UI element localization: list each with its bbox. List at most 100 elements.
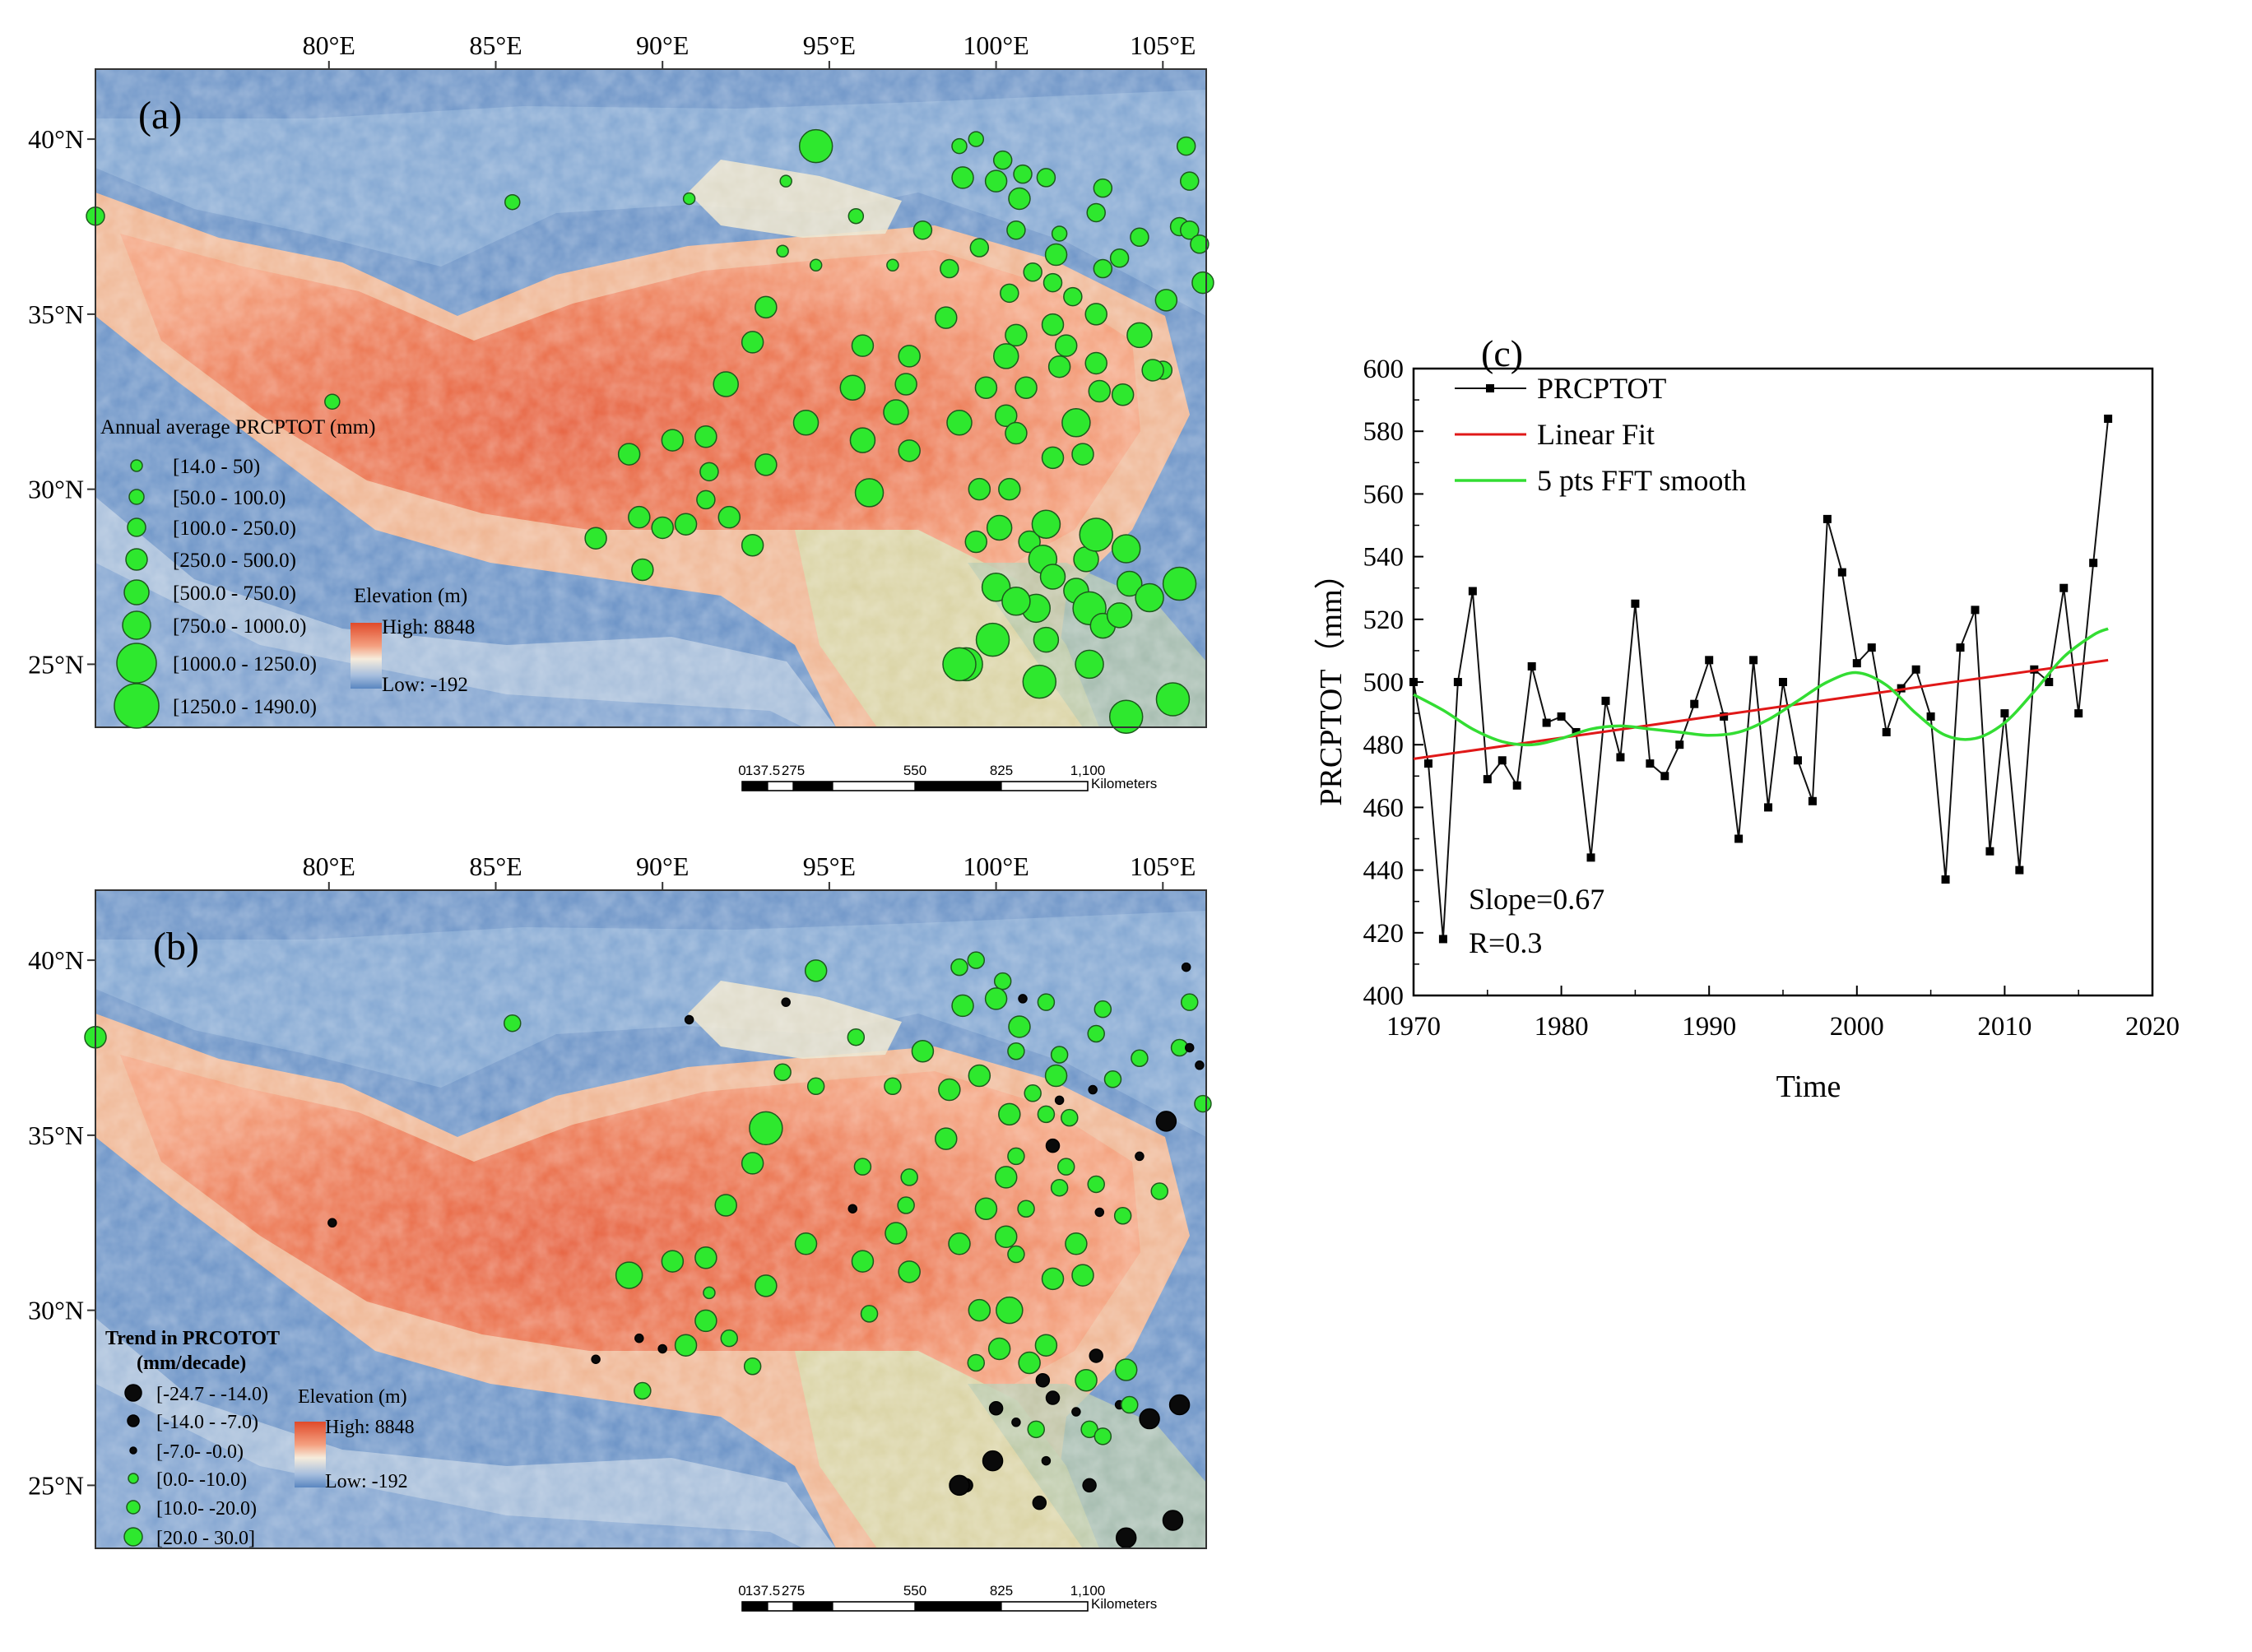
station-marker: [1176, 136, 1196, 156]
station-marker-positive: [1007, 1147, 1025, 1166]
scalebar-segment: [741, 781, 768, 791]
lon-label: 95°E: [803, 852, 856, 881]
panel-a-map: (a): [86, 68, 1214, 734]
station-marker: [935, 306, 958, 329]
station-marker: [981, 573, 1011, 602]
series-prcptot-point: [1971, 606, 1980, 615]
station-marker: [584, 527, 607, 550]
y-tick-label: 520: [1363, 606, 1405, 635]
panel-a-legend: Annual average PRCPTOT (mm) [14.0 - 50) […: [100, 416, 475, 729]
station-marker-positive: [1027, 1420, 1045, 1439]
station-marker-positive: [984, 987, 1008, 1010]
series-prcptot-point: [1764, 803, 1773, 812]
station-marker: [1075, 649, 1104, 680]
station-marker-negative: [1094, 1207, 1105, 1218]
series-prcptot-point: [1852, 659, 1861, 668]
station-marker-positive: [987, 1337, 1011, 1361]
station-marker-positive: [996, 1296, 1024, 1325]
station-marker: [1084, 351, 1107, 375]
lat-label: 25°N: [28, 649, 84, 679]
lat-label: 30°N: [28, 475, 84, 504]
series-prcptot-point: [1527, 661, 1536, 671]
elevation-ramp-a: [351, 623, 382, 689]
station-marker: [1109, 248, 1130, 268]
legend-b-class-label: [-24.7 - -14.0): [156, 1384, 268, 1405]
series-prcptot-point: [1557, 712, 1566, 721]
station-marker: [1141, 359, 1164, 382]
station-marker-negative: [1184, 1042, 1195, 1053]
station-marker-positive: [951, 994, 974, 1018]
station-marker-positive: [998, 1102, 1021, 1126]
station-marker-negative: [1162, 1510, 1184, 1531]
series-prcptot-point: [1705, 656, 1714, 665]
series-prcptot-point: [1911, 665, 1920, 674]
station-marker: [1108, 699, 1144, 734]
scalebar-tick-label: 0: [738, 1583, 745, 1599]
station-marker: [1033, 626, 1060, 653]
station-marker: [940, 258, 959, 279]
station-marker-positive: [847, 1028, 866, 1046]
station-marker: [696, 490, 716, 510]
series-prcptot-point: [2015, 865, 2024, 875]
scalebar-segment: [741, 1601, 768, 1612]
station-marker-negative: [982, 1450, 1004, 1472]
station-marker-negative: [1135, 1151, 1145, 1162]
legend-entry: 5 pts FFT smooth: [1537, 464, 1746, 497]
legend-b-symbol: [127, 1414, 140, 1427]
scalebar-tick-label: 275: [782, 763, 805, 778]
station-marker: [1005, 323, 1028, 347]
station-layer-a: [86, 128, 1214, 734]
legend-a-symbol: [130, 459, 143, 472]
station-marker-negative: [1071, 1407, 1081, 1417]
station-marker-positive: [615, 1261, 643, 1289]
station-marker: [993, 343, 1019, 369]
station-marker-positive: [1041, 1267, 1065, 1291]
station-marker: [1031, 509, 1061, 539]
station-marker-positive: [694, 1309, 717, 1333]
lon-label: 100°E: [963, 852, 1028, 881]
station-marker: [809, 258, 823, 272]
station-marker-positive: [995, 1166, 1018, 1189]
station-marker-positive: [1114, 1358, 1138, 1381]
series-prcptot-point: [2089, 559, 2098, 568]
series-prcptot-point: [2045, 678, 2054, 686]
series-prcptot-point: [1749, 656, 1758, 665]
legend-a-class-label: [1250.0 - 1490.0): [173, 696, 317, 718]
station-marker-positive: [1071, 1264, 1094, 1287]
elevation-high-a: High: 8848: [382, 616, 475, 638]
station-marker: [741, 533, 764, 557]
legend-a-class-label: [100.0 - 250.0): [173, 517, 296, 540]
legend-b-symbol: [129, 1446, 137, 1455]
legend-b-class-label: [10.0- -20.0): [156, 1498, 257, 1520]
station-marker-positive: [1113, 1206, 1132, 1225]
x-tick-label: 2010: [1977, 1012, 2031, 1042]
series-prcptot-point: [1882, 727, 1891, 736]
slope-annotation: Slope=0.67: [1469, 883, 1604, 916]
series-prcptot-point: [1734, 834, 1744, 843]
station-marker-positive: [1103, 1070, 1122, 1088]
y-tick-label: 580: [1363, 417, 1405, 447]
station-marker: [995, 404, 1018, 428]
station-marker: [1008, 187, 1031, 211]
station-marker-positive: [1037, 1105, 1056, 1124]
station-marker-positive: [968, 1064, 991, 1088]
station-marker-negative: [1032, 1495, 1047, 1510]
lon-label: 80°E: [303, 30, 355, 60]
station-layer-b: [84, 951, 1212, 1548]
series-prcptot-point: [1808, 796, 1817, 805]
station-marker: [717, 505, 741, 529]
scalebar-segment: [1001, 781, 1089, 791]
station-marker: [969, 238, 990, 258]
station-marker-positive: [1008, 1015, 1031, 1038]
legend-b-class-label: [-14.0 - -7.0): [156, 1412, 258, 1433]
elevation-low-a: Low: -192: [382, 674, 468, 696]
lat-label: 40°N: [28, 945, 84, 975]
station-marker-negative: [1041, 1455, 1052, 1466]
legend-b-symbol: [128, 1473, 139, 1484]
station-marker: [1111, 534, 1141, 564]
panel-b-map: (b): [84, 889, 1212, 1549]
scalebar-tick-label: 0: [738, 763, 745, 778]
station-marker: [1013, 164, 1033, 184]
station-marker-positive: [749, 1111, 783, 1146]
legend-b-class-label: [-7.0- -0.0): [156, 1441, 244, 1463]
